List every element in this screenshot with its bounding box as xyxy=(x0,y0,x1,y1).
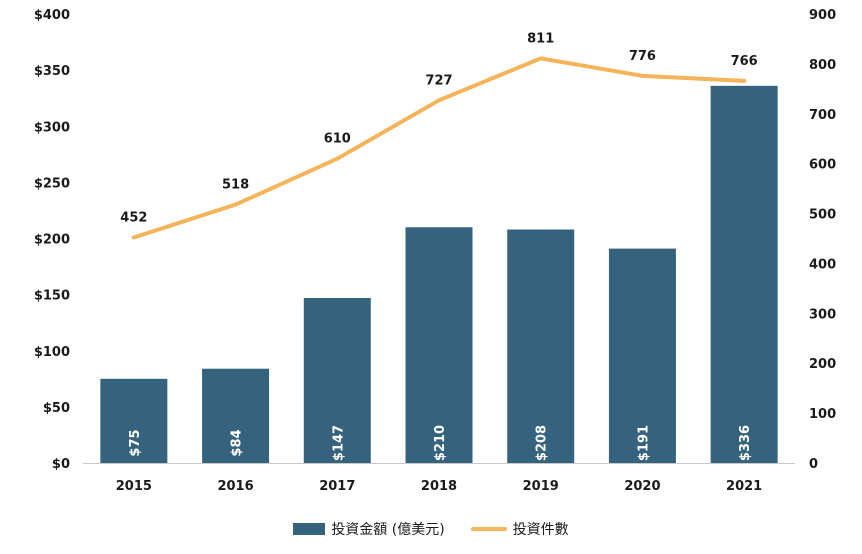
line-data-label: 811 xyxy=(527,31,554,46)
line-point xyxy=(538,56,543,61)
left-tick-label: $50 xyxy=(43,401,70,416)
x-tick-label: 2019 xyxy=(523,479,559,494)
bar-data-label: $147 xyxy=(331,425,346,461)
x-axis: 2015 2016 2017 2018 2019 2020 2021 xyxy=(83,463,795,494)
bar xyxy=(710,85,778,463)
left-tick-label: $200 xyxy=(34,233,70,248)
left-tick-label: $400 xyxy=(34,8,70,23)
bar xyxy=(507,229,575,463)
line-data-label: 518 xyxy=(222,178,249,193)
line-point xyxy=(640,73,645,78)
left-tick-label: $300 xyxy=(34,120,70,135)
left-tick-label: $100 xyxy=(34,345,70,360)
right-tick-label: 900 xyxy=(809,8,836,23)
line-point xyxy=(437,98,441,103)
bar-data-label: $191 xyxy=(636,425,651,461)
left-tick-label: $0 xyxy=(52,457,70,472)
line-point xyxy=(335,156,340,161)
line-data-label: 727 xyxy=(425,73,452,88)
x-tick-label: 2015 xyxy=(116,479,152,494)
left-tick-label: $250 xyxy=(34,176,70,191)
x-tick-label: 2016 xyxy=(217,479,253,494)
right-tick-label: 0 xyxy=(809,457,818,472)
line-point xyxy=(131,235,136,240)
bar xyxy=(405,227,473,463)
bar xyxy=(100,378,168,463)
bar-data-label: $84 xyxy=(230,429,245,456)
legend-swatch-bar xyxy=(293,523,326,535)
bar xyxy=(303,297,371,463)
legend-label-line: 投資件數 xyxy=(512,522,569,538)
right-tick-label: 100 xyxy=(809,407,836,422)
line-data-label: 776 xyxy=(629,49,656,64)
legend-label-bar: 投資金額 (億美元) xyxy=(331,522,445,538)
left-axis: $0 $50 $100 $150 $200 $250 $300 $350 $400 xyxy=(34,8,70,472)
x-tick-label: 2017 xyxy=(319,479,355,494)
line-point xyxy=(233,202,238,207)
bar xyxy=(202,368,270,463)
left-tick-label: $350 xyxy=(34,64,70,79)
legend: 投資金額 (億美元) 投資件數 xyxy=(0,519,862,539)
legend-item-bar[interactable]: 投資金額 (億美元) xyxy=(293,519,445,539)
line-data-label: 610 xyxy=(324,132,351,147)
x-tick-label: 2018 xyxy=(421,479,457,494)
right-tick-label: 700 xyxy=(809,108,836,123)
bar-series: $75 $84 $147 $210 $208 $191 $336 xyxy=(100,85,778,463)
x-tick-label: 2021 xyxy=(726,479,762,494)
legend-item-line[interactable]: 投資件數 xyxy=(470,519,569,539)
right-tick-label: 600 xyxy=(809,158,836,173)
right-tick-label: 500 xyxy=(809,208,836,223)
bar-data-label: $336 xyxy=(738,425,753,461)
line-point xyxy=(742,78,747,83)
right-tick-label: 800 xyxy=(809,58,836,73)
right-tick-label: 200 xyxy=(809,357,836,372)
bar-data-label: $75 xyxy=(128,429,143,456)
bar xyxy=(608,248,676,463)
line-series: 452 518 610 727 811 776 766 xyxy=(120,31,758,240)
right-tick-label: 400 xyxy=(809,257,836,272)
x-tick-label: 2020 xyxy=(624,479,660,494)
bar-data-label: $210 xyxy=(433,425,448,461)
left-tick-label: $150 xyxy=(34,289,70,304)
legend-swatch-line xyxy=(470,527,507,531)
right-tick-label: 300 xyxy=(809,307,836,322)
bar-data-label: $208 xyxy=(535,425,550,461)
line-data-label: 452 xyxy=(120,211,147,226)
line-data-label: 766 xyxy=(731,54,758,69)
right-axis: 0 100 200 300 400 500 600 700 800 900 xyxy=(809,8,836,472)
